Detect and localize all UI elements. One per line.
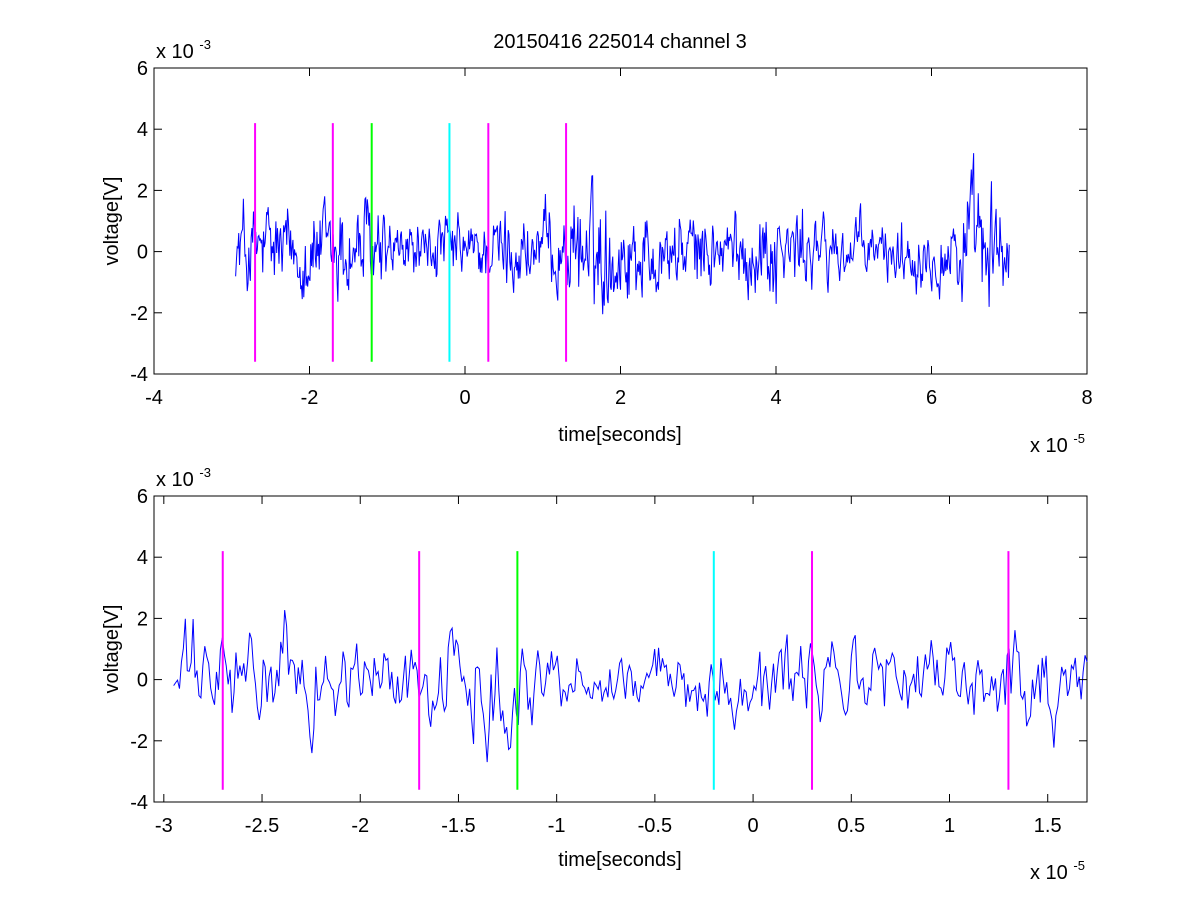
- bottom-x-tick-label: -1: [548, 815, 566, 837]
- bottom-y-tick-label: 2: [137, 608, 148, 630]
- bottom-x-tick-label: -2: [351, 815, 369, 837]
- bottom-y-tick-label: 6: [137, 486, 148, 508]
- bottom-plot-area: [153, 495, 1088, 803]
- top-x-exponent: x 10 -5: [1030, 431, 1085, 457]
- bottom-signal-series: [173, 610, 1088, 763]
- bottom-event-markers: [221, 551, 1010, 790]
- bottom-signal-line: [173, 610, 1088, 763]
- bottom-y-tick-label: 4: [137, 547, 148, 569]
- bottom-axis-ticks: -3 -2.5 -2 -1.5 -1 -0.5 0 0.5 1 1.5 -4 -2 0 2 4 6: [130, 486, 1087, 837]
- bottom-x-axis-label: time[seconds]: [558, 849, 681, 871]
- bottom-y-tick-label: 0: [137, 670, 148, 692]
- top-x-tick-label: 0: [459, 387, 470, 409]
- top-axis-ticks: -4 -2 0 2 4 6 8 -4 -2 0 2 4 6: [130, 58, 1092, 409]
- bottom-x-tick-label: -2.5: [245, 815, 279, 837]
- top-y-tick-label: -2: [130, 303, 148, 325]
- top-y-exponent-power: -3: [199, 37, 211, 52]
- top-x-exponent-base: x 10: [1030, 435, 1068, 457]
- bottom-subplot: -3 -2.5 -2 -1.5 -1 -0.5 0 0.5 1 1.5 -4 -2 0 2 4 6 time[…: [101, 465, 1088, 884]
- top-subplot: -4 -2 0 2 4 6 8 -4 -2 0 2 4 6 time[seconds] voltage[…: [101, 37, 1093, 457]
- top-x-tick-label: -4: [145, 387, 163, 409]
- top-y-axis-label: voltage[V]: [101, 177, 123, 266]
- top-y-exponent-base: x 10: [156, 41, 194, 63]
- bottom-x-tick-label: 0: [748, 815, 759, 837]
- top-y-tick-label: 4: [137, 119, 148, 141]
- bottom-y-exponent: x 10 -3: [156, 465, 211, 491]
- figure-title: 20150416 225014 channel 3: [493, 31, 747, 53]
- top-event-markers: [254, 123, 568, 362]
- top-x-exponent-power: -5: [1073, 431, 1085, 446]
- top-x-tick-label: -2: [301, 387, 319, 409]
- top-x-tick-label: 8: [1081, 387, 1092, 409]
- bottom-y-axis-label: voltage[V]: [101, 605, 123, 694]
- top-x-axis-label: time[seconds]: [558, 424, 681, 446]
- bottom-x-tick-label: 1.5: [1034, 815, 1062, 837]
- top-x-tick-label: 6: [926, 387, 937, 409]
- bottom-y-tick-label: -2: [130, 731, 148, 753]
- bottom-x-tick-label: 0.5: [837, 815, 865, 837]
- top-y-tick-label: -4: [130, 364, 148, 386]
- top-y-exponent: x 10 -3: [156, 37, 211, 63]
- bottom-x-exponent-power: -5: [1073, 858, 1085, 873]
- bottom-x-tick-label: -3: [155, 815, 173, 837]
- top-signal-line: [235, 153, 1010, 315]
- top-y-tick-label: 6: [137, 58, 148, 80]
- bottom-x-exponent-base: x 10: [1030, 862, 1068, 884]
- top-signal-series: [235, 153, 1010, 315]
- top-y-tick-label: 2: [137, 180, 148, 202]
- top-y-tick-label: 0: [137, 242, 148, 264]
- top-x-tick-label: 4: [770, 387, 781, 409]
- bottom-y-exponent-base: x 10: [156, 469, 194, 491]
- bottom-y-exponent-power: -3: [199, 465, 211, 480]
- bottom-x-tick-label: -1.5: [441, 815, 475, 837]
- bottom-x-tick-label: 1: [944, 815, 955, 837]
- bottom-y-tick-label: -4: [130, 792, 148, 814]
- bottom-x-exponent: x 10 -5: [1030, 858, 1085, 884]
- bottom-x-tick-label: -0.5: [638, 815, 672, 837]
- top-plot-area: [153, 67, 1088, 375]
- top-x-tick-label: 2: [615, 387, 626, 409]
